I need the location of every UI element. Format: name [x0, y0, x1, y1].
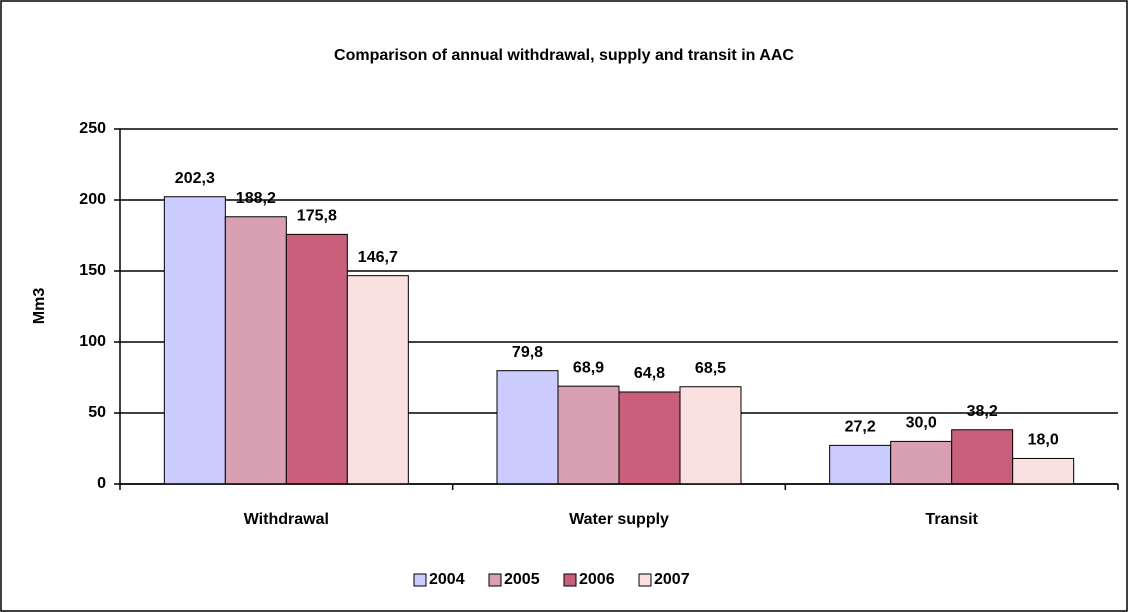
value-label: 202,3 [175, 170, 215, 187]
value-label: 30,0 [906, 415, 937, 432]
value-label: 68,5 [695, 360, 726, 377]
bar [285, 233, 348, 485]
value-label: 38,2 [967, 403, 998, 420]
legend-swatch [563, 573, 577, 587]
bar [1012, 457, 1075, 485]
bar [618, 391, 681, 485]
x-tick-label: Water supply [569, 511, 669, 528]
legend-swatch [413, 573, 427, 587]
value-label: 146,7 [358, 249, 398, 266]
bar [951, 429, 1014, 485]
legend-label: 2004 [429, 571, 465, 588]
value-label: 68,9 [573, 359, 604, 376]
y-tick-label: 50 [88, 404, 106, 421]
y-axis-label: Mm3 [31, 288, 48, 325]
bar [890, 440, 953, 485]
y-tick-label: 200 [79, 191, 106, 208]
legend-swatch [488, 573, 502, 587]
value-label: 64,8 [634, 365, 665, 382]
y-tick-label: 150 [79, 262, 106, 279]
chart-title: Comparison of annual withdrawal, supply … [334, 47, 794, 64]
legend-label: 2006 [579, 571, 615, 588]
legend-label: 2007 [654, 571, 690, 588]
bar [679, 386, 742, 485]
value-label: 27,2 [845, 419, 876, 436]
x-tick-label: Withdrawal [244, 511, 329, 528]
legend-swatch [638, 573, 652, 587]
x-tick-label: Transit [925, 511, 978, 528]
value-label: 18,0 [1028, 432, 1059, 449]
bar [829, 444, 892, 485]
bar [163, 196, 226, 485]
value-label: 175,8 [297, 208, 337, 225]
bar [496, 370, 559, 485]
legend-label: 2005 [504, 571, 540, 588]
bar [557, 385, 620, 485]
value-label: 79,8 [512, 344, 543, 361]
bar [346, 275, 409, 485]
y-tick-label: 100 [79, 333, 106, 350]
bar [224, 216, 287, 485]
value-label: 188,2 [236, 190, 276, 207]
y-tick-label: 0 [97, 475, 106, 492]
y-tick-label: 250 [79, 120, 106, 137]
